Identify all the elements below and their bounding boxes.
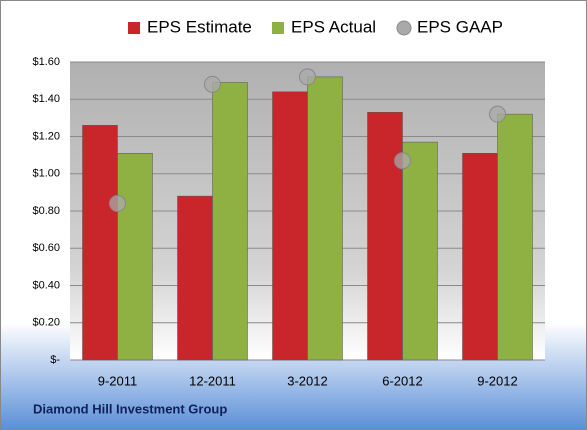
y-tick-label: $- [50, 354, 60, 366]
legend-swatch [128, 22, 140, 34]
bar [402, 141, 438, 361]
legend-marker [396, 20, 412, 36]
gaap-marker [109, 195, 126, 213]
gaap-marker [489, 105, 506, 123]
y-tick-label: $1.60 [32, 56, 60, 68]
bar [82, 125, 118, 361]
y-tick-label: $1.20 [32, 130, 60, 142]
bar [497, 113, 533, 361]
y-tick-label: $0.20 [32, 317, 60, 329]
legend-swatch [272, 22, 284, 34]
bar [462, 153, 498, 361]
legend-label: EPS GAAP [417, 17, 503, 36]
y-tick-label: $1.40 [32, 93, 60, 105]
x-tick-label: 9-2012 [477, 373, 517, 388]
x-tick-label: 12-2011 [189, 373, 236, 388]
bar [307, 76, 343, 361]
y-tick-label: $0.60 [32, 242, 60, 254]
gaap-marker [394, 152, 411, 170]
legend-label: EPS Estimate [147, 17, 252, 36]
legend-label: EPS Actual [291, 17, 376, 36]
x-tick-label: 6-2012 [382, 373, 422, 388]
y-tick-label: $0.40 [32, 279, 60, 291]
bar [117, 153, 153, 361]
bar [367, 112, 403, 361]
y-tick-label: $0.80 [32, 205, 60, 217]
x-tick-label: 9-2011 [98, 373, 138, 388]
footnote: Diamond Hill Investment Group [33, 401, 227, 416]
bar [212, 82, 248, 361]
bar [177, 195, 213, 361]
y-tick-label: $1.00 [32, 168, 60, 180]
bar [272, 91, 308, 361]
gaap-marker [299, 68, 316, 86]
x-tick-label: 3-2012 [287, 373, 327, 388]
gaap-marker [204, 75, 221, 93]
